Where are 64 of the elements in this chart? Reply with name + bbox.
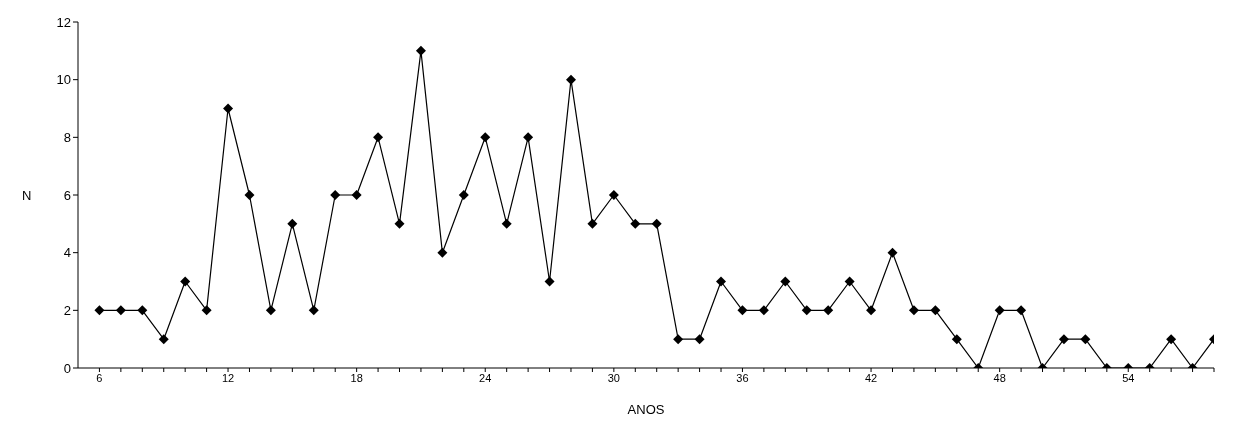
point — [930, 305, 941, 316]
point — [737, 305, 748, 316]
point — [801, 305, 812, 316]
point — [844, 276, 855, 287]
point — [437, 247, 448, 258]
y-tick-label: 12 — [56, 14, 71, 30]
point — [694, 334, 705, 345]
x-tick-label: 42 — [864, 371, 878, 384]
x-tick-label: 36 — [736, 371, 749, 384]
y-tick-label: 10 — [56, 72, 71, 88]
point — [480, 132, 491, 143]
point — [651, 218, 662, 229]
point — [201, 305, 212, 316]
point — [866, 305, 877, 316]
point — [265, 305, 276, 316]
point — [608, 190, 619, 200]
point — [1166, 334, 1177, 345]
point — [565, 74, 576, 85]
point — [94, 305, 105, 316]
point — [908, 305, 919, 316]
point — [758, 305, 769, 316]
point — [673, 334, 684, 345]
point — [1016, 305, 1027, 316]
point — [180, 276, 191, 287]
x-tick-label: 24 — [479, 371, 492, 384]
point — [244, 190, 255, 200]
x-tick-label: 48 — [993, 371, 1006, 384]
y-tick-label: 4 — [63, 245, 71, 261]
y-axis-title: N — [22, 187, 32, 203]
point — [630, 218, 641, 229]
y-tick-label: 0 — [63, 360, 71, 376]
point — [137, 305, 148, 316]
x-tick-label: 6 — [96, 371, 103, 384]
x-tick-label: 18 — [350, 371, 363, 384]
point — [544, 276, 555, 287]
y-tick-label: 2 — [63, 302, 71, 318]
y-tick-label: 8 — [63, 129, 71, 145]
point — [951, 334, 962, 345]
point — [458, 190, 469, 200]
point — [523, 132, 534, 143]
point — [587, 218, 598, 229]
point — [330, 190, 341, 200]
point — [501, 218, 512, 229]
point — [823, 305, 834, 316]
point — [415, 45, 426, 56]
point — [115, 305, 126, 316]
x-tick-label: 54 — [1122, 371, 1135, 384]
point — [994, 305, 1005, 316]
y-tick-label: 6 — [63, 187, 71, 203]
x-tick-label: 12 — [221, 371, 235, 384]
point — [308, 305, 319, 316]
point — [716, 276, 727, 287]
point — [351, 190, 362, 200]
point — [887, 247, 898, 258]
point — [158, 334, 169, 345]
point — [373, 132, 384, 143]
point — [1058, 334, 1069, 345]
point — [394, 218, 405, 229]
point — [287, 218, 298, 229]
point — [1080, 334, 1091, 345]
point — [223, 103, 234, 114]
point — [780, 276, 791, 287]
x-tick-label: 30 — [607, 371, 620, 384]
x-axis-title: ANOS — [627, 402, 665, 417]
